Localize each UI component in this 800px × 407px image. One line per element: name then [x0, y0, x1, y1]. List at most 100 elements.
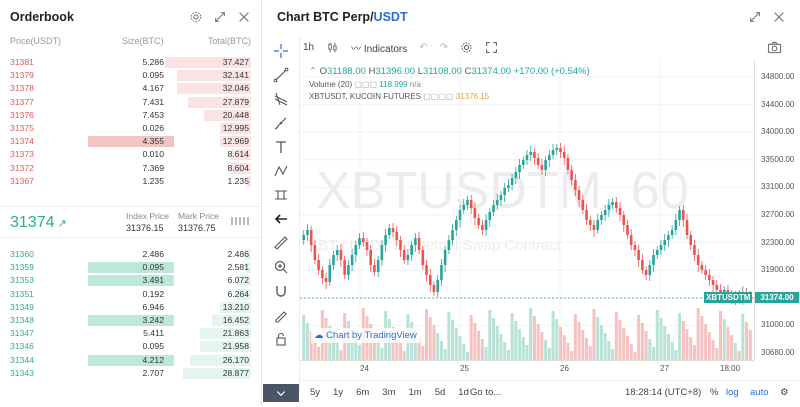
bid-row[interactable]: 31343 2.707 28.877: [0, 367, 261, 380]
volume-legend-controls-icon[interactable]: ▢▢▢: [354, 80, 378, 89]
ask-row[interactable]: 31376 7.453 20.448: [0, 109, 261, 122]
bid-row[interactable]: 31359 0.095 2.581: [0, 261, 261, 274]
range-button-5d[interactable]: 5d: [434, 387, 446, 398]
row-total: 21.863: [222, 328, 249, 339]
candle-body: [641, 260, 644, 270]
interval-button[interactable]: 1h: [303, 41, 315, 53]
measure-icon[interactable]: [273, 187, 289, 203]
row-price: 31377: [10, 96, 34, 107]
range-button-1d[interactable]: 1d: [458, 387, 469, 398]
volume-bar: [544, 340, 548, 360]
crosshair-icon[interactable]: [273, 43, 289, 59]
ask-row[interactable]: 31378 4.167 32.046: [0, 82, 261, 95]
candle-body: [432, 285, 436, 292]
bid-row[interactable]: 31351 0.192 6.264: [0, 288, 261, 301]
ruler-icon[interactable]: [273, 235, 289, 251]
close-icon[interactable]: [237, 10, 251, 24]
range-button-1m[interactable]: 1m: [408, 387, 422, 398]
candle-body: [469, 200, 473, 208]
undo-icon[interactable]: ↶: [419, 41, 428, 53]
volume-bar: [451, 320, 455, 360]
lock-pen-icon[interactable]: [273, 307, 289, 323]
camera-icon[interactable]: [767, 40, 782, 55]
tradingview-badge[interactable]: ☁ Chart by TradingView: [311, 328, 420, 343]
arrow-left-icon[interactable]: [273, 211, 289, 227]
auto-toggle[interactable]: auto: [750, 387, 769, 398]
range-button-5y[interactable]: 5y: [310, 387, 321, 398]
settings-gear-icon[interactable]: [189, 10, 203, 24]
close-icon[interactable]: [772, 10, 786, 24]
bid-row[interactable]: 31353 3.491 6.072: [0, 274, 261, 287]
time-axis[interactable]: 24 25 26 27 18:00: [300, 360, 754, 375]
volume-bar: [573, 314, 577, 360]
ask-row[interactable]: 31372 7.369 8.604: [0, 162, 261, 175]
range-button-3m[interactable]: 3m: [382, 387, 396, 398]
expand-icon[interactable]: [213, 10, 227, 24]
candle-body: [499, 195, 503, 200]
candle-body: [440, 265, 443, 280]
legend-collapse-icon[interactable]: ⌃: [309, 66, 320, 77]
candle-body: [447, 240, 451, 250]
row-total: 8.614: [227, 149, 249, 160]
candle-body: [306, 230, 309, 235]
bid-row[interactable]: 31348 3.242 16.452: [0, 314, 261, 327]
volume-bar: [473, 323, 477, 360]
indicators-button[interactable]: 〰 Indicators: [351, 40, 407, 55]
range-buttons: 5y 1y 6m 3m 1m 5d 1d: [310, 387, 482, 398]
depth-bars-icon[interactable]: [231, 217, 249, 225]
bid-row[interactable]: 31360 2.486 2.486: [0, 248, 261, 261]
text-tool-icon[interactable]: [273, 139, 289, 155]
candle-body: [667, 235, 670, 240]
bid-row[interactable]: 31344 4.212 26.170: [0, 354, 261, 367]
volume-bar: [313, 339, 317, 360]
indicators-label: Indicators: [363, 43, 408, 55]
collapse-toolbar-button[interactable]: [263, 384, 299, 402]
row-price: 31349: [10, 301, 34, 312]
chart-plot-area[interactable]: XBTUSDTM, 60 XBT / USDT Perpetual Swap C…: [300, 60, 754, 360]
price-axis[interactable]: 34800.00 34400.00 34000.00 33500.00 33100.00…: [754, 60, 800, 360]
lock-icon[interactable]: [273, 331, 289, 347]
magnet-icon[interactable]: [273, 283, 289, 299]
price-tag-symbol: XBTUSDTM: [706, 293, 751, 302]
range-button-6m[interactable]: 6m: [356, 387, 370, 398]
fullscreen-icon[interactable]: [485, 41, 498, 54]
ask-row[interactable]: 31377 7.431 27.879: [0, 96, 261, 109]
log-toggle[interactable]: log: [726, 387, 739, 398]
expand-icon[interactable]: [748, 10, 762, 24]
candle-body: [581, 200, 585, 210]
brush-icon[interactable]: [273, 115, 289, 131]
candle-body: [585, 210, 588, 220]
row-size: 4.212: [142, 354, 164, 365]
symbol-legend-controls-icon[interactable]: ▢▢▢▢: [423, 92, 454, 101]
volume-bar: [413, 330, 417, 360]
volume-bar: [700, 316, 704, 360]
bottom-settings-gear-icon[interactable]: ⚙: [780, 387, 789, 398]
percent-toggle[interactable]: %: [710, 387, 719, 398]
ask-row[interactable]: 31375 0.026 12.995: [0, 122, 261, 135]
pattern-icon[interactable]: [273, 163, 289, 179]
ask-row[interactable]: 31367 1.235 1.235: [0, 175, 261, 188]
bid-row[interactable]: 31346 0.095 21.958: [0, 340, 261, 353]
candle-body: [551, 150, 555, 155]
trendline-icon[interactable]: [273, 67, 289, 83]
depth-bar: [230, 162, 251, 174]
volume-bar: [637, 315, 641, 360]
index-price-value: 31376.15: [126, 223, 164, 233]
bid-row[interactable]: 31347 5.411 21.863: [0, 327, 261, 340]
redo-icon[interactable]: ↷: [439, 41, 449, 53]
chart-settings-gear-icon[interactable]: [460, 41, 473, 54]
ask-row[interactable]: 31374 4.355 12.969: [0, 135, 261, 148]
ask-row[interactable]: 31373 0.010 8.614: [0, 148, 261, 161]
candle-body: [358, 238, 361, 245]
ask-row[interactable]: 31381 5.286 37.427: [0, 56, 261, 69]
fib-tool-icon[interactable]: [273, 91, 289, 107]
range-button-1y[interactable]: 1y: [333, 387, 344, 398]
bid-row[interactable]: 31349 6.946 13.210: [0, 301, 261, 314]
candle-body: [704, 270, 707, 275]
candle-type-icon[interactable]: [326, 41, 339, 54]
candle-body: [596, 220, 600, 230]
zoom-in-icon[interactable]: [273, 259, 289, 275]
goto-button[interactable]: Go to...: [470, 387, 502, 398]
ask-row[interactable]: 31379 0.095 32.141: [0, 69, 261, 82]
candle-body: [715, 285, 719, 290]
